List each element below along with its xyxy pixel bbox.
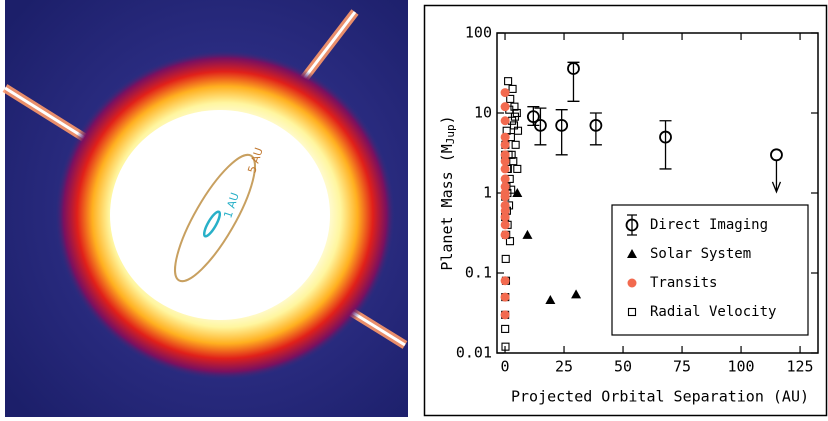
x-tick-label: 50 [614, 358, 632, 376]
star-image: 1 AU 5 AU [2, 0, 408, 417]
transit-point [500, 220, 510, 230]
square-point [508, 84, 517, 93]
square-point [510, 112, 519, 121]
error-bar [659, 120, 672, 170]
x-tick-label: 25 [555, 358, 573, 376]
legend-entry: Radial Velocity [627, 304, 776, 320]
square-point [501, 254, 510, 263]
orbit-5au [174, 153, 256, 283]
imaging-point [589, 118, 603, 132]
legend-entry: Direct Imaging [625, 214, 768, 236]
legend-label: Radial Velocity [650, 304, 776, 320]
legend-box [611, 204, 809, 336]
transit-point [500, 206, 510, 216]
square-point [501, 342, 510, 351]
upper-limit-arrow [771, 159, 782, 194]
transit-point [500, 164, 510, 174]
triangle-point [545, 294, 556, 304]
series [500, 88, 510, 320]
transit-point [500, 276, 510, 286]
transit-point [500, 212, 510, 222]
y-axis-label-main: Planet Mass (M [438, 144, 456, 270]
square-point [501, 324, 510, 333]
y-axis-label-end: ) [438, 115, 456, 124]
legend-label: Solar System [650, 246, 751, 262]
imaging-point [770, 148, 783, 162]
legend-error-bar [627, 214, 637, 236]
legend-marker [625, 218, 639, 232]
triangle-point [571, 289, 582, 299]
legend-marker [627, 278, 637, 288]
y-tick-label: 0.1 [465, 264, 492, 282]
transit-point [500, 192, 510, 202]
series [512, 188, 582, 304]
transit-point [500, 140, 510, 150]
y-tick-label: 100 [465, 24, 492, 42]
transit-point [500, 292, 510, 302]
square-point [505, 237, 515, 246]
transit-point [500, 116, 510, 126]
triangle-point [512, 188, 523, 197]
triangle-point [522, 229, 533, 239]
y-axis-label-sub: Jup [444, 124, 457, 144]
imaging-point [567, 62, 580, 75]
transit-point [500, 174, 510, 184]
square-point [504, 77, 513, 86]
transit-point [500, 310, 510, 320]
square-point [506, 94, 515, 103]
legend-label: Direct Imaging [650, 217, 768, 233]
legend-entry: Solar System [627, 246, 751, 262]
imaging-point [526, 110, 540, 124]
error-bar [534, 107, 547, 146]
error-bar [589, 112, 602, 146]
series [526, 61, 783, 194]
square-point [509, 157, 518, 166]
y-tick-label: 10 [474, 104, 492, 122]
y-axis-label: Planet Mass (MJup) [438, 115, 458, 270]
legend-label: Transits [650, 275, 717, 291]
legend-marker [627, 307, 637, 317]
imaging-point [555, 118, 569, 132]
transit-point [500, 156, 510, 166]
x-tick-label: 125 [787, 358, 814, 376]
imaging-point [534, 118, 547, 132]
y-tick-label: 0.01 [456, 344, 492, 362]
transit-point [500, 150, 510, 160]
transit-point [500, 132, 510, 142]
imaging-point [659, 130, 672, 144]
square-point [513, 164, 522, 173]
plot-area [500, 61, 783, 351]
transit-point [500, 230, 510, 240]
x-tick-label: 0 [501, 358, 510, 376]
legend-entry: Transits [627, 275, 717, 291]
square-point [511, 140, 520, 149]
error-bar [555, 109, 568, 156]
transit-point [500, 182, 510, 192]
square-point [509, 121, 519, 130]
x-tick-label: 75 [673, 358, 691, 376]
x-axis-label: Projected Orbital Separation (AU) [511, 388, 809, 406]
transit-point [500, 88, 510, 98]
x-tick-label: 100 [728, 358, 755, 376]
y-tick-label: 1 [483, 184, 492, 202]
legend-marker [627, 249, 637, 258]
transit-point [500, 102, 510, 112]
orbit-1au [202, 210, 222, 238]
